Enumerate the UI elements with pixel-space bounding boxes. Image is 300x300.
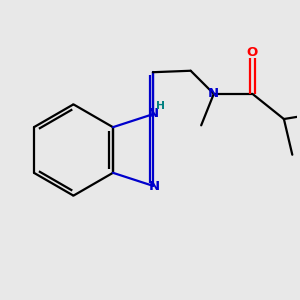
Text: H: H <box>156 101 165 111</box>
Text: N: N <box>148 181 160 194</box>
Text: N: N <box>208 87 219 100</box>
Text: O: O <box>247 46 258 59</box>
Text: N: N <box>147 107 158 120</box>
